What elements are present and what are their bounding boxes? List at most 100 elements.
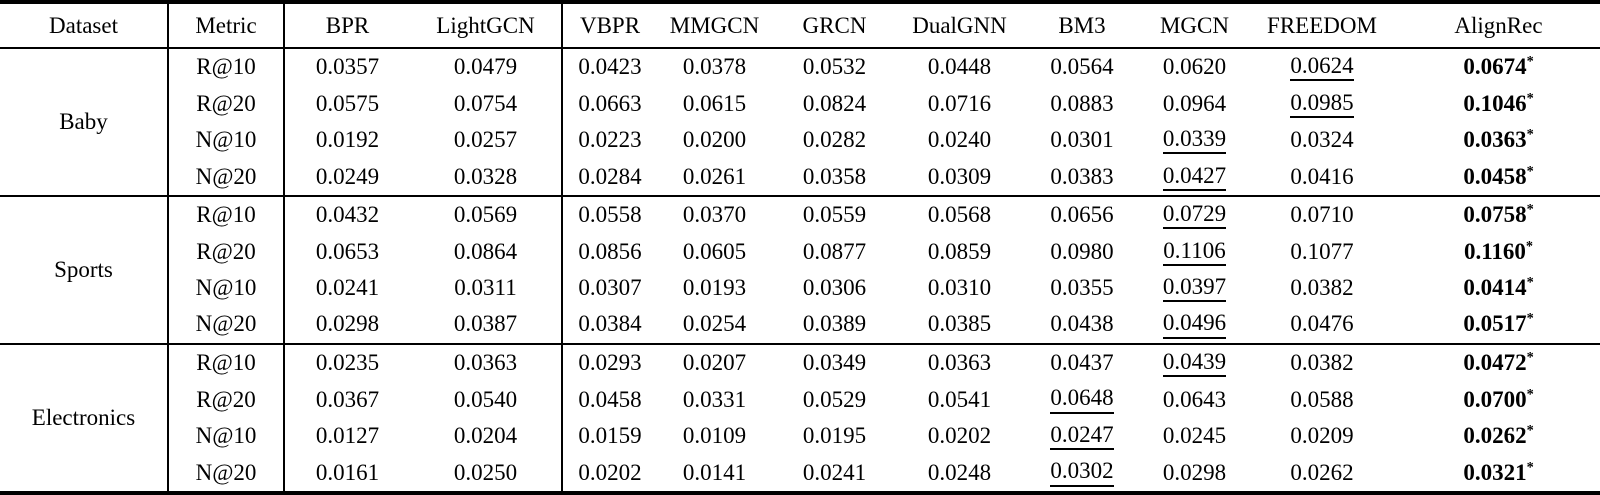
- metric-label: N@20: [168, 158, 285, 196]
- best-value-cell: 0.0458*: [1397, 158, 1600, 196]
- value-cell: 0.0476: [1290, 311, 1354, 337]
- significance-star: *: [1526, 458, 1534, 475]
- best-value-cell: 0.0363*: [1397, 122, 1600, 158]
- second-best-value-cell: 0.0496: [1142, 306, 1247, 344]
- row-electronics-r10: Electronics R@10 0.0235 0.0363 0.0293 0.0207 0…: [0, 342, 1600, 493]
- value-cell: 0.0357: [284, 47, 410, 86]
- significance-star: *: [1526, 162, 1534, 179]
- value-cell: 0.0192: [315, 127, 380, 153]
- second-best-value-cell: 0.0427: [1142, 158, 1247, 196]
- value-cell: 0.0240: [927, 127, 992, 153]
- value-cell: 0.0620: [1142, 47, 1247, 86]
- row-baby-r10: Baby R@10 0.0357 0.0479 0.0423 0.0378 0.0532 0.…: [0, 47, 1600, 196]
- second-best-value-cell: 0.0985: [1247, 86, 1397, 122]
- best-value: 0.0674*: [1463, 53, 1534, 80]
- column-header-mgcn: MGCN: [1142, 2, 1247, 49]
- column-header-metric: Metric: [168, 2, 285, 49]
- value-cell: 0.0448: [897, 47, 1022, 86]
- best-value: 0.0363*: [1463, 126, 1534, 153]
- value-cell: 0.0301: [1050, 127, 1114, 153]
- value-cell: 0.0615: [682, 90, 747, 116]
- value-cell: 0.0200: [682, 127, 747, 153]
- value-cell: 0.0245: [1162, 422, 1227, 448]
- column-header-alignrec: AlignRec: [1397, 2, 1600, 49]
- column-header-dataset: Dataset: [0, 2, 169, 49]
- second-best-value: 0.0397: [1162, 274, 1227, 303]
- value-cell: 0.0964: [1162, 90, 1227, 116]
- value-cell: 0.0209: [1290, 422, 1354, 448]
- best-value: 0.0262*: [1463, 422, 1534, 448]
- value-cell: 0.0382: [1290, 274, 1354, 300]
- column-header-bpr: BPR: [284, 2, 410, 49]
- best-value: 0.0472*: [1463, 349, 1534, 376]
- value-cell: 0.0980: [1050, 238, 1114, 264]
- value-cell: 0.0109: [682, 422, 747, 448]
- value-cell: 0.0349: [772, 342, 897, 382]
- second-best-value-cell: 0.0729: [1142, 194, 1247, 234]
- best-value-cell: 0.0758*: [1397, 194, 1600, 234]
- second-best-value-cell: 0.0247: [1022, 418, 1142, 454]
- value-cell: 0.0193: [682, 274, 747, 300]
- second-best-value: 0.1106: [1163, 238, 1226, 266]
- second-best-value-cell: 0.0648: [1022, 381, 1142, 417]
- dataset-label-baby: Baby: [0, 47, 169, 196]
- second-best-value: 0.0985: [1290, 90, 1354, 118]
- value-cell: 0.0202: [578, 459, 642, 485]
- dataset-label-electronics: Electronics: [0, 342, 169, 493]
- value-cell: 0.0254: [682, 311, 747, 337]
- metric-label: N@20: [168, 306, 285, 344]
- column-header-bm3: BM3: [1022, 2, 1142, 49]
- value-cell: 0.0250: [410, 454, 563, 493]
- row-electronics-r20: R@20 0.0367 0.0540 0.0458 0.0331 0.0529 0.0541…: [0, 381, 1600, 418]
- value-cell: 0.0432: [284, 194, 410, 234]
- column-header-dualgnn: DualGNN: [897, 2, 1022, 49]
- second-best-value: 0.0624: [1290, 54, 1354, 82]
- value-cell: 0.0479: [410, 47, 563, 86]
- metric-label: R@20: [168, 85, 285, 122]
- column-header-mmgcn: MMGCN: [657, 2, 772, 49]
- second-best-value-cell: 0.1106: [1142, 233, 1247, 269]
- value-cell: 0.0437: [1022, 342, 1142, 382]
- value-cell: 0.0575: [315, 90, 380, 116]
- value-cell: 0.0559: [772, 194, 897, 234]
- value-cell: 0.0754: [410, 85, 563, 122]
- value-cell: 0.0309: [927, 163, 992, 189]
- metric-label: N@10: [168, 269, 285, 307]
- value-cell: 0.0207: [657, 342, 772, 382]
- value-cell: 0.0307: [578, 274, 642, 300]
- value-cell: 0.0529: [802, 386, 867, 412]
- value-cell: 0.0358: [802, 163, 867, 189]
- best-value-cell: 0.0321*: [1397, 454, 1600, 493]
- column-header-grcn: GRCN: [772, 2, 897, 49]
- value-cell: 0.0306: [802, 274, 867, 300]
- value-cell: 0.0257: [410, 121, 563, 159]
- value-cell: 0.0159: [578, 422, 642, 448]
- value-cell: 0.0241: [315, 274, 380, 300]
- row-electronics-n10: N@10 0.0127 0.0204 0.0159 0.0109 0.0195 0.0202…: [0, 417, 1600, 455]
- best-value: 0.1160*: [1463, 237, 1534, 264]
- value-cell: 0.0298: [1162, 459, 1227, 485]
- best-value-cell: 0.0674*: [1397, 47, 1600, 86]
- metric-label: N@10: [168, 121, 285, 159]
- value-cell: 0.0385: [927, 311, 992, 337]
- second-best-value-cell: 0.0397: [1142, 270, 1247, 306]
- value-cell: 0.1077: [1290, 238, 1354, 264]
- second-best-value: 0.0302: [1050, 459, 1114, 487]
- table-header: Dataset Metric BPR LightGCN VBPR MMGCN GRCN D…: [0, 2, 1600, 49]
- row-electronics-n20: N@20 0.0161 0.0250 0.0202 0.0141 0.0241 0.0248…: [0, 454, 1600, 493]
- value-cell: 0.0856: [578, 238, 642, 264]
- value-cell: 0.0588: [1290, 386, 1354, 412]
- row-sports-n20: N@20 0.0298 0.0387 0.0384 0.0254 0.0389 0.0385…: [0, 306, 1600, 344]
- metric-label: N@20: [168, 454, 285, 493]
- value-cell: 0.0558: [562, 194, 657, 234]
- second-best-value-cell: 0.0339: [1142, 122, 1247, 158]
- value-cell: 0.0331: [682, 386, 747, 412]
- value-cell: 0.0883: [1050, 90, 1114, 116]
- value-cell: 0.0127: [315, 422, 380, 448]
- second-best-value-cell: 0.0302: [1022, 454, 1142, 493]
- value-cell: 0.0363: [897, 342, 1022, 382]
- value-cell: 0.0716: [927, 90, 992, 116]
- value-cell: 0.0241: [802, 459, 867, 485]
- significance-star: *: [1526, 274, 1534, 291]
